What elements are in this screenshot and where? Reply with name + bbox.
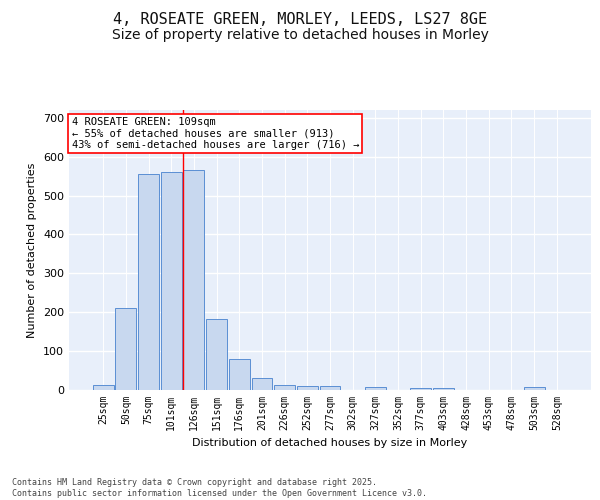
Bar (274, 386, 295, 390)
Bar (297, 386, 318, 390)
Text: Contains HM Land Registry data © Crown copyright and database right 2025.
Contai: Contains HM Land Registry data © Crown c… (12, 478, 427, 498)
Bar (251, 378, 272, 390)
Text: Size of property relative to detached houses in Morley: Size of property relative to detached ho… (112, 28, 488, 42)
Bar (410, 388, 431, 390)
Bar (320, 386, 340, 390)
Bar (184, 170, 205, 390)
Text: 4 ROSEATE GREEN: 109sqm
← 55% of detached houses are smaller (913)
43% of semi-d: 4 ROSEATE GREEN: 109sqm ← 55% of detache… (71, 117, 359, 150)
Bar (161, 172, 182, 390)
Bar (138, 174, 159, 390)
Bar (206, 319, 227, 390)
Bar (229, 359, 250, 390)
Y-axis label: Number of detached properties: Number of detached properties (28, 162, 37, 338)
Bar (433, 388, 454, 390)
Bar (115, 308, 136, 390)
Bar (524, 387, 545, 390)
Bar (365, 387, 386, 390)
Bar (93, 386, 113, 390)
Text: 4, ROSEATE GREEN, MORLEY, LEEDS, LS27 8GE: 4, ROSEATE GREEN, MORLEY, LEEDS, LS27 8G… (113, 12, 487, 28)
X-axis label: Distribution of detached houses by size in Morley: Distribution of detached houses by size … (193, 438, 467, 448)
